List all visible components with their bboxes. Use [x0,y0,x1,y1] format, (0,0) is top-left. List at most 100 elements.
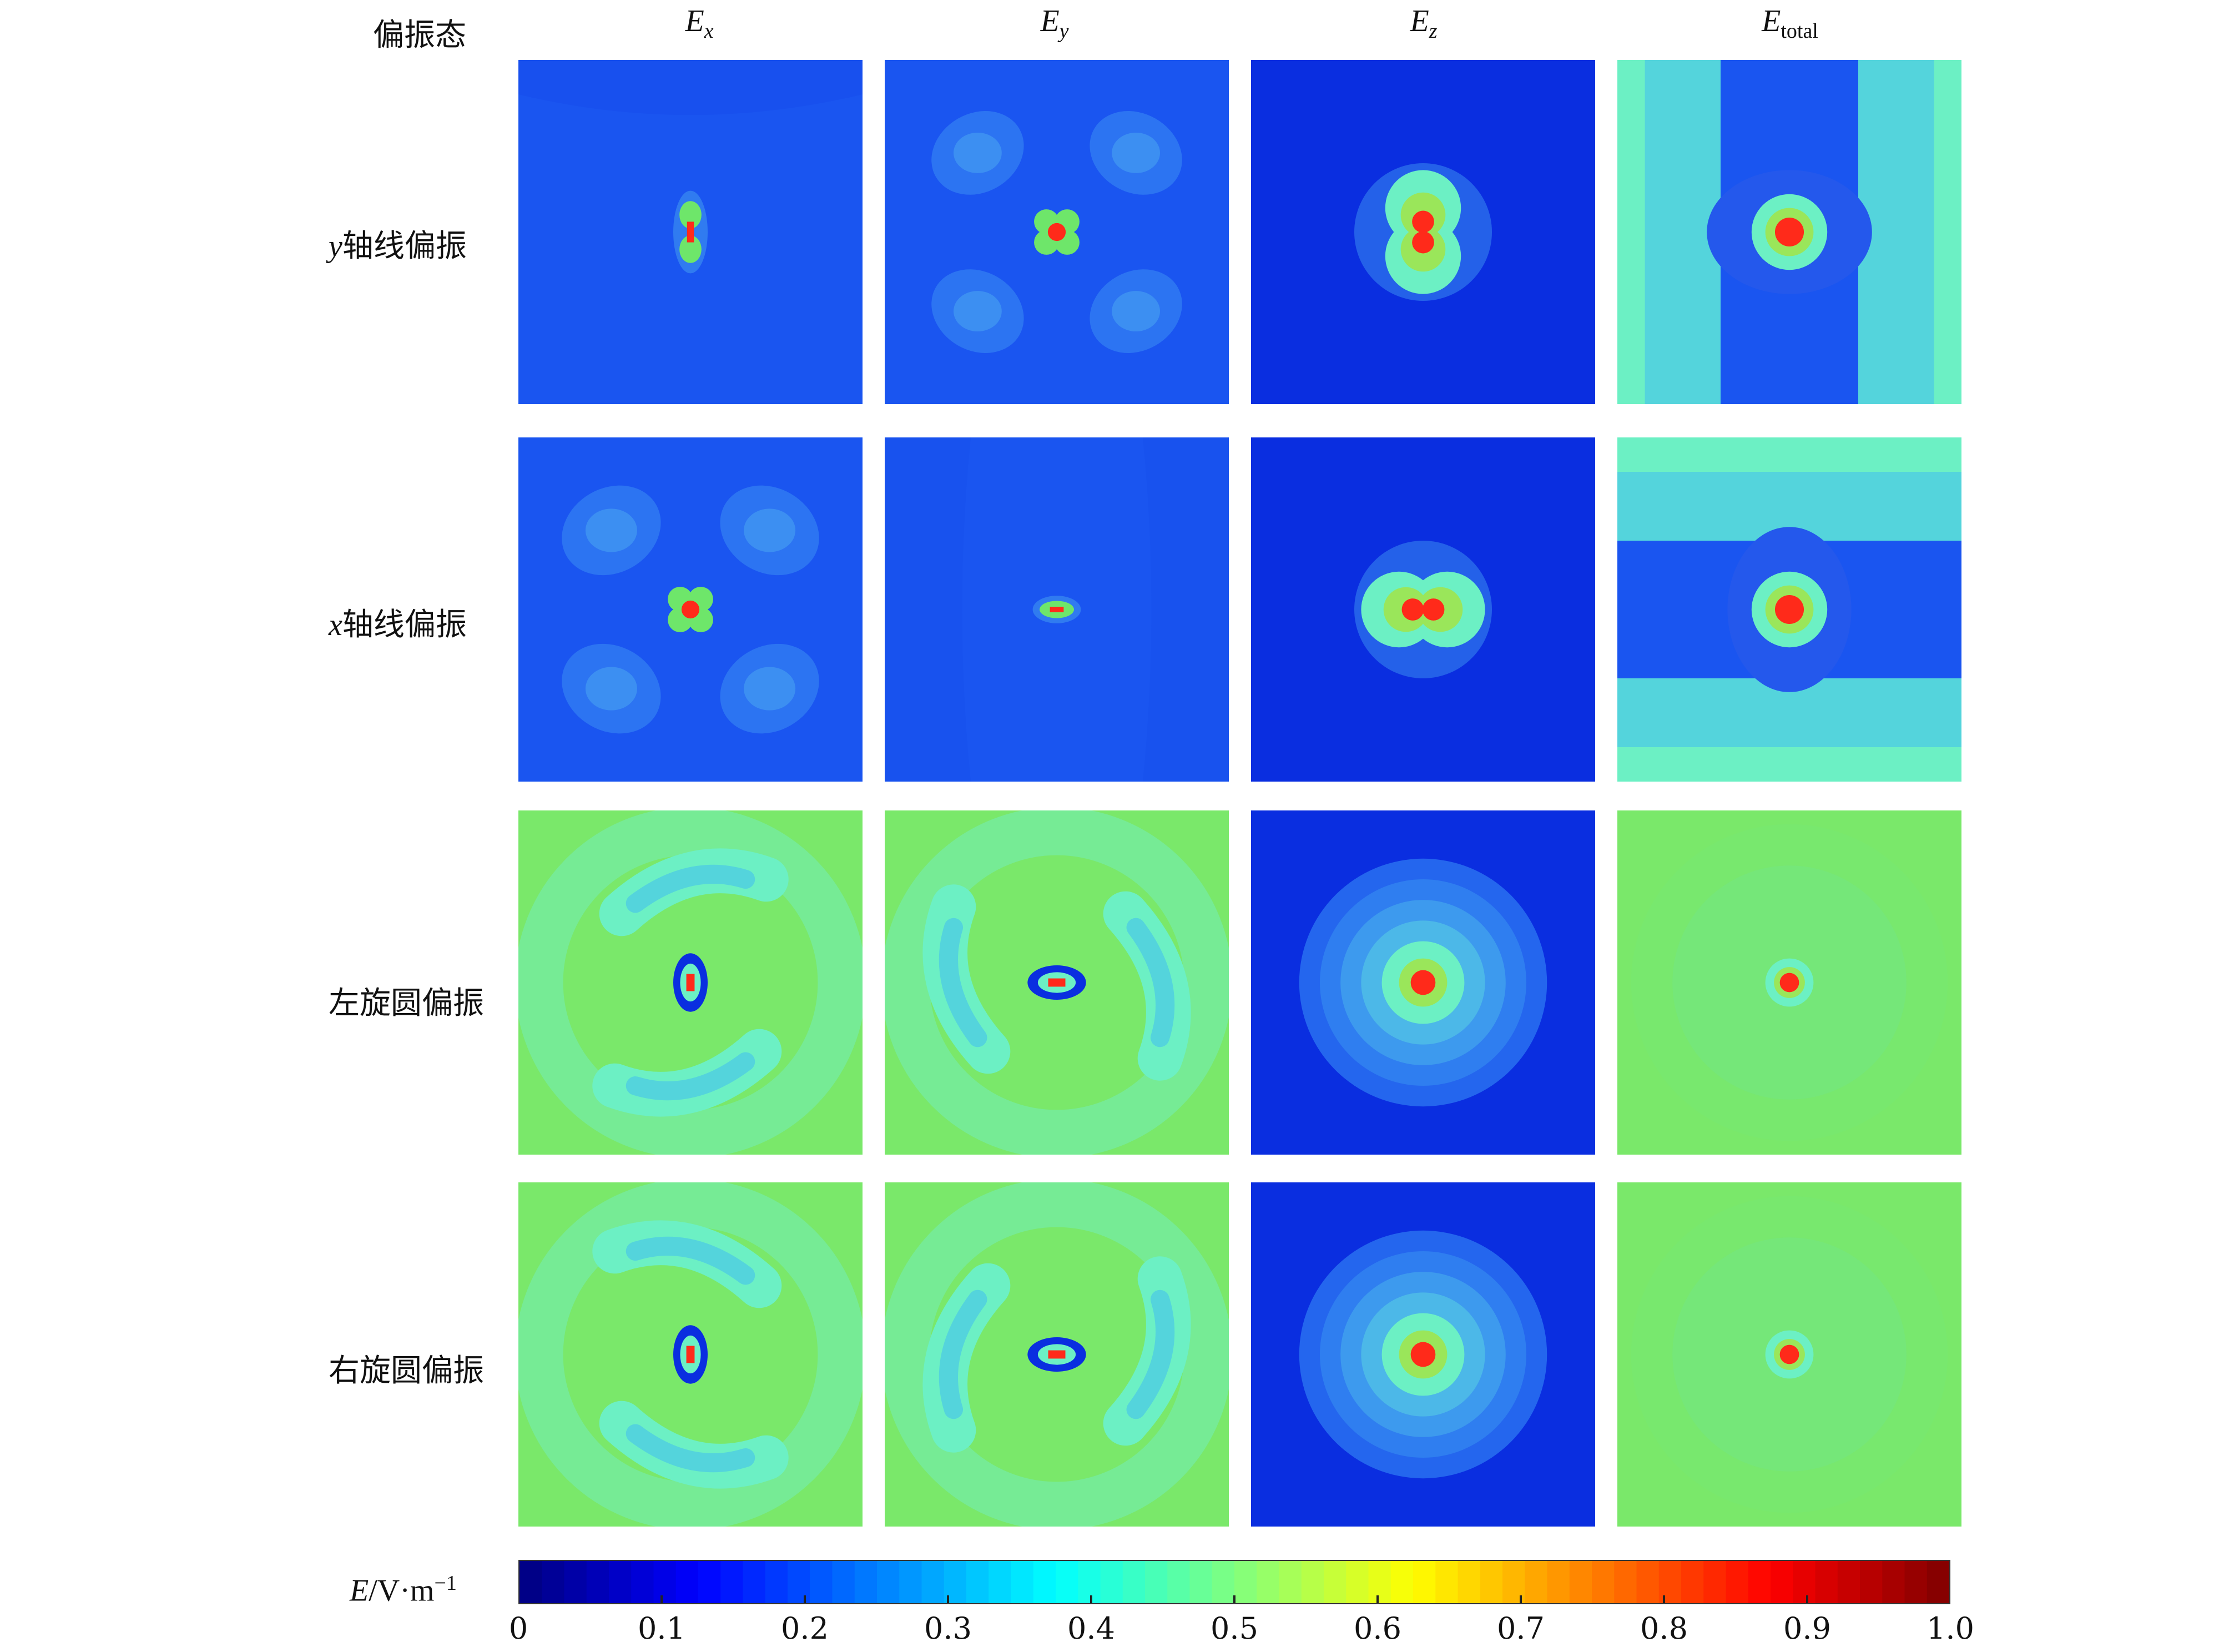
colorbar-band [1480,1561,1504,1603]
colorbar-band [1346,1561,1369,1603]
colorbar-band [1078,1561,1101,1603]
colorbar-band [899,1561,922,1603]
colorbar-band [1301,1561,1325,1603]
colorbar-tick-mark [1806,1595,1808,1603]
colorbar-band [877,1561,900,1603]
colorbar-band [1771,1561,1794,1603]
column-header-ez: Ez [1410,4,1438,43]
field-lobes [931,111,1182,353]
colorbar-band [1145,1561,1168,1603]
colorbar-gradient [518,1560,1950,1604]
field-lobes [562,485,819,734]
colorbar-band [788,1561,811,1603]
field-hotspot [1631,1196,1948,1513]
colorbar-band [1212,1561,1235,1603]
colorbar-band [1279,1561,1303,1603]
colorbar-band [1390,1561,1414,1603]
colorbar-tick-label: 0.7 [1497,1611,1545,1646]
column-header-ex: Ex [685,4,714,43]
field-hotspot [1299,858,1547,1107]
polarization-state-header: 偏振态 [373,17,466,53]
colorbar-tick-mark [1663,1595,1665,1603]
colorbar-band [1614,1561,1637,1603]
colorbar-tick-label: 0.2 [781,1611,829,1646]
colorbar-tick-label: 0.6 [1354,1611,1401,1646]
colorbar-tick-label: 0 [508,1611,528,1646]
colorbar-band [1927,1561,1950,1603]
colorbar-tick-label: 0.1 [638,1611,685,1646]
colorbar-band [1413,1561,1436,1603]
colorbar-band [1547,1561,1571,1603]
colorbar-band [989,1561,1012,1603]
colorbar-band [631,1561,654,1603]
field-map-panel [1617,437,1961,782]
colorbar-band [1100,1561,1124,1603]
colorbar-band [1904,1561,1928,1603]
field-swirl [518,810,863,1155]
row-label-y-linear: y轴线偏振 [329,228,467,264]
field-hotspot [1751,194,1828,270]
field-map-panel [1251,437,1595,782]
field-map-panel [885,437,1229,782]
row-label-x-linear: x轴线偏振 [329,607,467,643]
field-hotspot [1032,596,1081,623]
field-hotspot [673,953,708,1012]
colorbar-band [520,1561,543,1603]
colorbar-band [921,1561,945,1603]
field-hotspot [1299,1230,1547,1479]
colorbar-band [1882,1561,1905,1603]
colorbar-tick-mark [660,1595,663,1603]
field-hotspot [1027,965,1086,1000]
field-swirl [885,1182,1229,1527]
colorbar-band [1257,1561,1280,1603]
row-label-left-circular: 左旋圆偏振 [329,985,484,1021]
field-hotspot [1034,209,1080,255]
colorbar-tick-label: 0.8 [1640,1611,1688,1646]
colorbar-band [1167,1561,1191,1603]
colorbar-band [1011,1561,1035,1603]
field-swirl [885,810,1229,1155]
colorbar-tick-mark [1520,1595,1522,1603]
colorbar-band [1189,1561,1213,1603]
colorbar-band [1703,1561,1727,1603]
colorbar-band [810,1561,833,1603]
field-hotspot [1631,824,1948,1141]
colorbar-band [1324,1561,1347,1603]
field-map-panel [1251,1182,1595,1527]
field-hotspot [668,587,713,632]
colorbar-band [1525,1561,1548,1603]
colorbar-tick-label: 0.3 [924,1611,972,1646]
colorbar-band [765,1561,789,1603]
field-map-panel [1617,810,1961,1155]
colorbar-tick-label: 1.0 [1927,1611,1974,1646]
colorbar-tick-mark [1090,1595,1092,1603]
colorbar-band [1122,1561,1146,1603]
colorbar-band [698,1561,722,1603]
colorbar-tick-label: 0.9 [1783,1611,1831,1646]
colorbar-band [1368,1561,1392,1603]
colorbar-band [1815,1561,1839,1603]
field-hotspot [1354,163,1492,301]
field-map-panel [885,1182,1229,1527]
field-map-panel [885,60,1229,404]
field-hotspot [673,190,708,274]
colorbar-band [1033,1561,1057,1603]
colorbar-band [1681,1561,1704,1603]
colorbar-band [1502,1561,1526,1603]
colorbar-band [586,1561,610,1603]
column-header-ey: Ey [1040,4,1069,43]
colorbar-band [1636,1561,1660,1603]
field-hotspot [1027,1337,1086,1372]
colorbar-band [1458,1561,1481,1603]
colorbar-band [1837,1561,1861,1603]
field-map-panel [518,437,863,782]
field-map-panel [1617,60,1961,404]
field-hotspot [1751,571,1828,648]
field-map-panel [518,1182,863,1527]
colorbar-tick-label: 0.4 [1067,1611,1115,1646]
colorbar-band [564,1561,588,1603]
field-map-panel [885,810,1229,1155]
field-map-panel [518,60,863,404]
colorbar-band [720,1561,744,1603]
colorbar-band [743,1561,766,1603]
